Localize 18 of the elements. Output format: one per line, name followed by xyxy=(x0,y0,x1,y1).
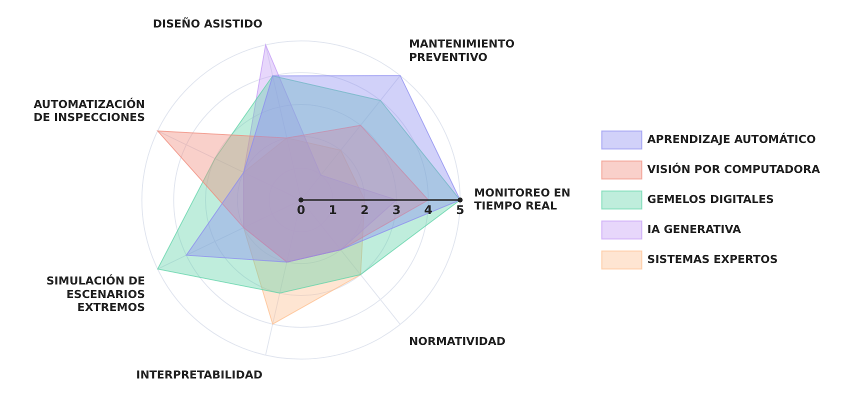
legend-label: VISIÓN POR COMPUTADORA xyxy=(647,162,820,176)
spoke-label: SIMULACIÓN DE ESCENARIOS EXTREMOS xyxy=(46,274,146,314)
legend-label: GEMELOS DIGITALES xyxy=(647,192,774,206)
y-tick-label: 4 xyxy=(424,203,432,218)
y-tick-label: 5 xyxy=(456,203,464,218)
spoke-label: MANTENIMIENTO PREVENTIVO xyxy=(408,38,515,64)
y-tick-label: 2 xyxy=(360,203,369,218)
legend-label: APRENDIZAJE AUTOMÁTICO xyxy=(647,132,816,146)
y-tick-label: 1 xyxy=(328,203,338,218)
spoke-label: NORMATIVIDAD xyxy=(408,334,506,348)
y-tick-label: 0 xyxy=(296,203,306,218)
legend-label: IA GENERATIVA xyxy=(647,222,742,236)
spoke-label: DISEÑO ASISTIDO xyxy=(152,16,262,30)
spoke-label: INTERPRETABILIDAD xyxy=(136,368,262,382)
y-tick-label: 3 xyxy=(392,203,401,218)
spoke-label: AUTOMATIZACIÓN DE INSPECCIONES xyxy=(33,96,146,124)
legend-label: SISTEMAS EXPERTOS xyxy=(647,252,778,266)
spoke-label: MONITOREO EN TIEMPO REAL xyxy=(474,186,570,212)
